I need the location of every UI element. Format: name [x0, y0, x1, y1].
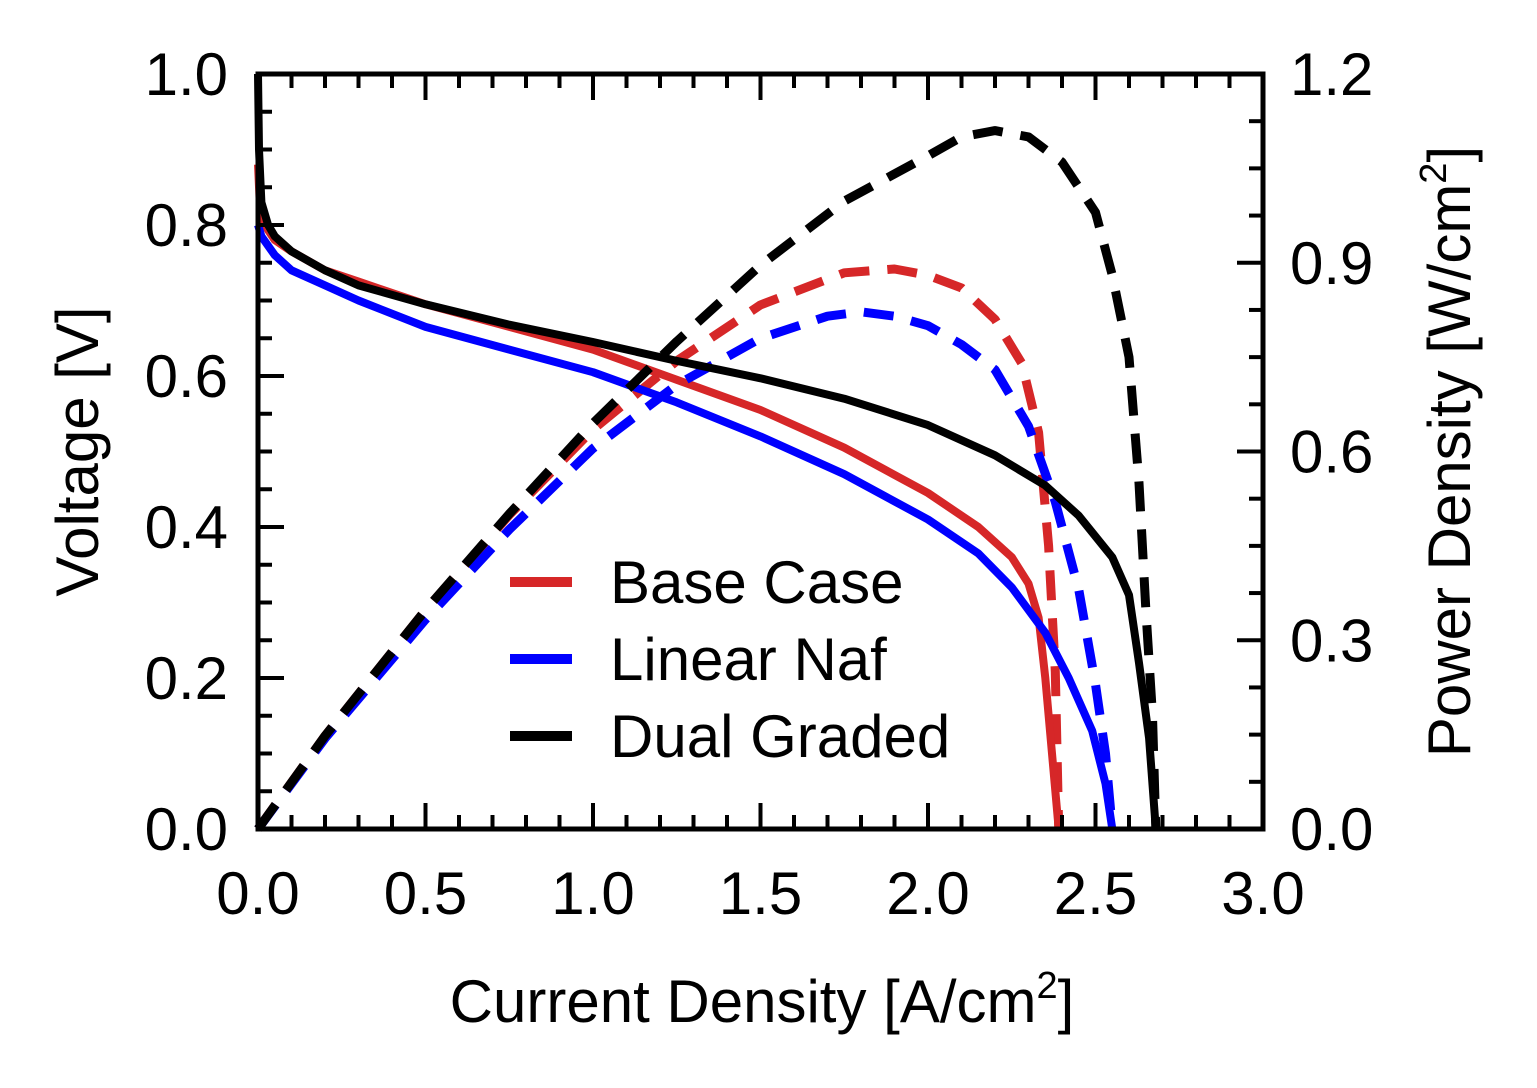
plot-area-frame	[255, 71, 1266, 832]
series-layer	[254, 73, 1161, 832]
power-density-line-linear-naf	[254, 307, 1117, 832]
legend-label-base-case: Base Case	[610, 549, 904, 616]
y2-tick-label: 0.9	[1290, 230, 1373, 297]
legend: Base Case Linear Naf Dual Graded	[510, 549, 950, 770]
y2-tick-label: 1.2	[1290, 41, 1373, 108]
legend-label-linear-naf: Linear Naf	[610, 626, 887, 693]
y-tick-label: 0.6	[145, 343, 228, 410]
x-tick-label: 1.5	[719, 860, 802, 927]
voltage-line-linear-naf	[254, 223, 1117, 830]
y2-tick-label: 0.6	[1290, 419, 1373, 486]
y2-tick-label: 0.3	[1290, 607, 1373, 674]
y-tick-label: 0.0	[145, 796, 228, 863]
tick-labels-layer: 0.0 0.5 1.0 1.5 2.0 2.5 3.00.00.20.40.60.81.00…	[145, 41, 1374, 927]
x-tick-label: 0.5	[384, 860, 467, 927]
y-axis-title: Voltage [V]	[44, 306, 111, 596]
voltage-line-dual-graded	[254, 73, 1160, 830]
y-tick-label: 1.0	[145, 41, 228, 108]
x-tick-label: 2.5	[1054, 860, 1137, 927]
y2-tick-label: 0.0	[1290, 796, 1373, 863]
x-tick-label: 3.0	[1221, 860, 1304, 927]
secondary-y-axis-title: Power Density [W/cm2]	[1413, 146, 1483, 757]
x-tick-label: 2.0	[886, 860, 969, 927]
y-tick-label: 0.4	[145, 494, 228, 561]
x-axis-title: Current Density [A/cm2]	[450, 965, 1075, 1035]
power-density-line-dual-graded	[254, 126, 1161, 832]
y-tick-label: 0.8	[145, 192, 228, 259]
y-tick-label: 0.2	[145, 645, 228, 712]
x-tick-label: 1.0	[551, 860, 634, 927]
legend-label-dual-graded: Dual Graded	[610, 703, 950, 770]
x-tick-label: 0.0	[216, 860, 299, 927]
